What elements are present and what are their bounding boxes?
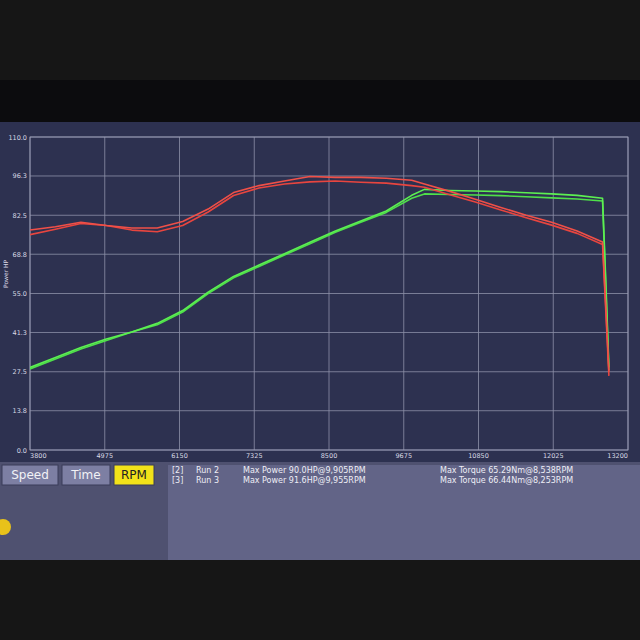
x-tick-label: 12025: [543, 452, 564, 460]
torque-line: [30, 181, 609, 376]
tab[interactable]: [2, 465, 58, 485]
lines: [30, 177, 609, 376]
y-tick-label: 110.0: [8, 134, 27, 142]
y-grid-line: [30, 293, 628, 294]
power-line: [30, 194, 609, 370]
x-tick-label: 4975: [96, 452, 113, 460]
y-grid-line: [30, 215, 628, 216]
summary-panel: [168, 465, 640, 560]
grid: [30, 137, 628, 450]
summary-cell: Max Torque 65.29Nm@8,538RPM: [440, 466, 573, 475]
summary-cell: Max Power 90.0HP@9,905RPM: [243, 466, 366, 475]
y-tick-label: 96.3: [13, 172, 27, 180]
summary-cell: Max Power 91.6HP@9,955RPM: [243, 476, 366, 485]
tab-label: RPM: [121, 468, 147, 482]
y-tick-label: 0.0: [17, 447, 27, 455]
backdrop: [0, 0, 640, 640]
indicator: [0, 519, 11, 535]
tab[interactable]: [114, 465, 154, 485]
tab-label: Speed: [11, 468, 49, 482]
x-tick-label: 10850: [468, 452, 489, 460]
x-tick-label: 6150: [171, 452, 188, 460]
y-tick-label: 68.8: [13, 251, 27, 259]
y-tick-label: 55.0: [13, 290, 27, 298]
y-tick-label: 13.8: [13, 407, 27, 415]
summary-cell: [2]: [172, 466, 183, 475]
y-tick-label: 41.3: [13, 329, 27, 337]
info-panel: [0, 462, 640, 560]
y-tick-label: 27.5: [13, 368, 27, 376]
summary-cell: [3]: [172, 476, 183, 485]
plot-frame: [30, 137, 628, 450]
y-tick-label: 82.5: [13, 212, 27, 220]
page: 3800 4975 6150 7325 8500 9675 10850 12025 13200 0…: [0, 0, 640, 640]
summary-cell: Run 2: [196, 466, 219, 475]
summary-cell: Run 3: [196, 476, 219, 485]
y-axis-title: Power HP: [2, 259, 9, 288]
y-grid-line: [30, 175, 628, 176]
x-tick-label: 3800: [30, 452, 47, 460]
x-tick-label: 7325: [246, 452, 263, 460]
x-tick-label: 9675: [395, 452, 412, 460]
tab-label: Time: [70, 468, 100, 482]
y-grid-line: [30, 371, 628, 372]
y-grid-line: [30, 410, 628, 411]
y-grid-line: [30, 332, 628, 333]
y-grid-line: [30, 254, 628, 255]
screen: [0, 122, 640, 462]
x-tick-label: 13200: [607, 452, 628, 460]
summary-cell: Max Torque 66.44Nm@8,253RPM: [440, 476, 573, 485]
bezel: [0, 80, 640, 560]
x-tick-label: 8500: [321, 452, 338, 460]
torque-line: [30, 177, 609, 372]
tab[interactable]: [62, 465, 110, 485]
